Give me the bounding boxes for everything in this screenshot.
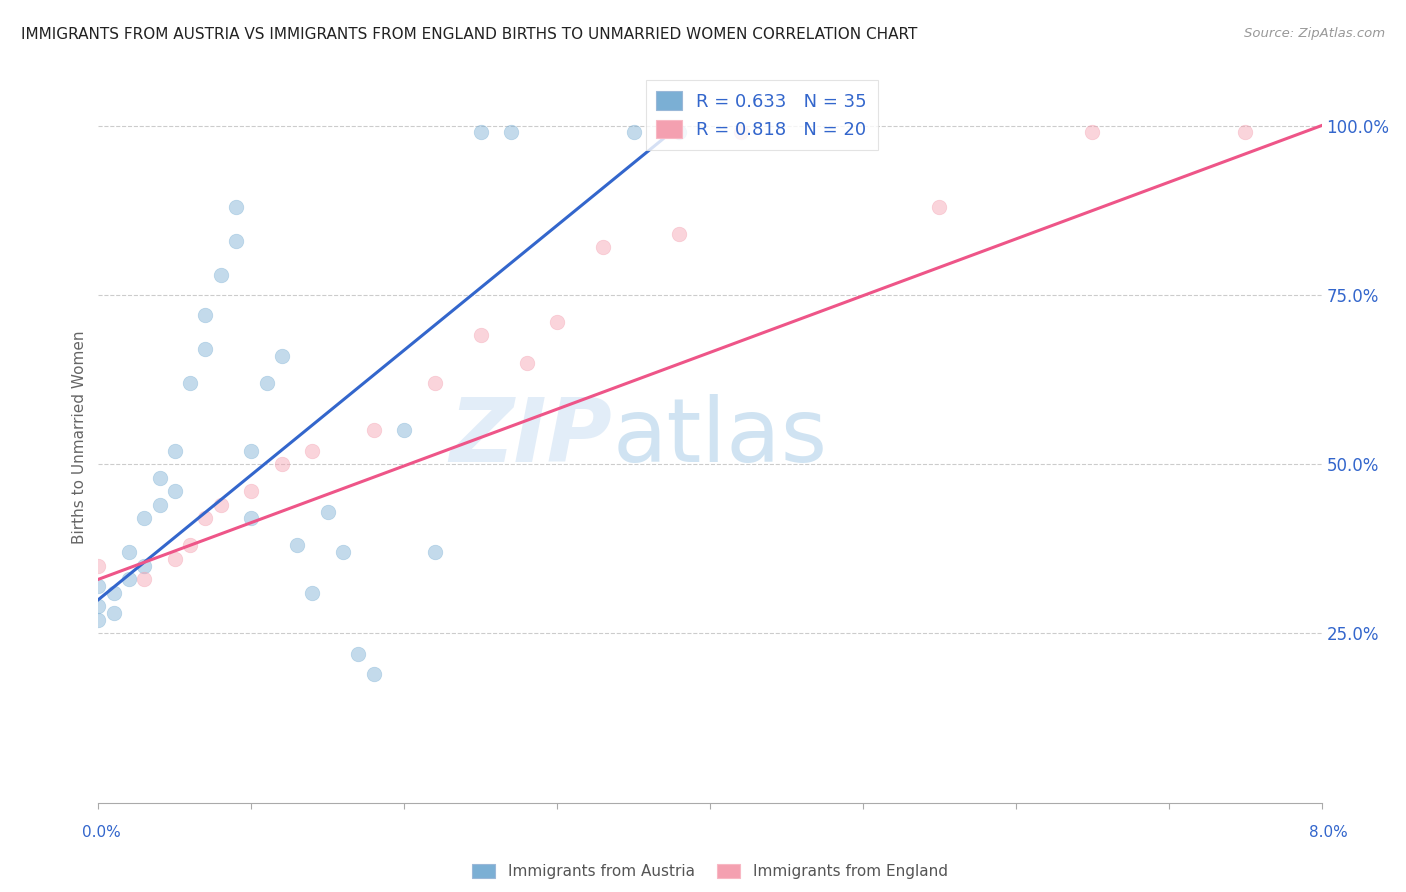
Point — [179, 376, 201, 390]
Point — [149, 471, 172, 485]
Point — [163, 552, 186, 566]
Point — [470, 125, 492, 139]
Text: 0.0%: 0.0% — [82, 825, 121, 840]
Point — [1081, 125, 1104, 139]
Point — [301, 586, 323, 600]
Point — [332, 545, 354, 559]
Point — [87, 558, 110, 573]
Point — [623, 125, 645, 139]
Text: IMMIGRANTS FROM AUSTRIA VS IMMIGRANTS FROM ENGLAND BIRTHS TO UNMARRIED WOMEN COR: IMMIGRANTS FROM AUSTRIA VS IMMIGRANTS FR… — [21, 27, 918, 42]
Point — [516, 355, 538, 369]
Point — [194, 511, 217, 525]
Point — [179, 538, 201, 552]
Point — [118, 545, 141, 559]
Point — [240, 484, 263, 499]
Point — [423, 545, 446, 559]
Point — [363, 423, 385, 437]
Point — [501, 125, 523, 139]
Text: atlas: atlas — [612, 393, 827, 481]
Legend: R = 0.633   N = 35, R = 0.818   N = 20: R = 0.633 N = 35, R = 0.818 N = 20 — [645, 80, 877, 150]
Point — [149, 498, 172, 512]
Point — [103, 606, 125, 620]
Point — [194, 308, 217, 322]
Text: Source: ZipAtlas.com: Source: ZipAtlas.com — [1244, 27, 1385, 40]
Point — [87, 613, 110, 627]
Text: 8.0%: 8.0% — [1309, 825, 1348, 840]
Point — [256, 376, 278, 390]
Point — [240, 511, 263, 525]
Y-axis label: Births to Unmarried Women: Births to Unmarried Women — [72, 330, 87, 544]
Point — [285, 538, 308, 552]
Point — [103, 586, 125, 600]
Point — [363, 667, 385, 681]
Point — [134, 572, 156, 586]
Point — [163, 484, 186, 499]
Point — [134, 511, 156, 525]
Point — [928, 200, 950, 214]
Point — [470, 328, 492, 343]
Point — [194, 342, 217, 356]
Point — [270, 457, 294, 471]
Point — [87, 599, 110, 614]
Point — [316, 505, 339, 519]
Point — [301, 443, 323, 458]
Point — [546, 315, 568, 329]
Point — [209, 268, 232, 282]
Point — [209, 498, 232, 512]
Point — [423, 376, 446, 390]
Point — [87, 579, 110, 593]
Point — [270, 349, 294, 363]
Point — [392, 423, 416, 437]
Point — [118, 572, 141, 586]
Point — [225, 200, 247, 214]
Point — [225, 234, 247, 248]
Text: ZIP: ZIP — [450, 393, 612, 481]
Point — [730, 125, 752, 139]
Point — [163, 443, 186, 458]
Point — [347, 647, 370, 661]
Point — [134, 558, 156, 573]
Point — [668, 125, 690, 139]
Point — [592, 240, 614, 254]
Point — [1234, 125, 1257, 139]
Point — [240, 443, 263, 458]
Point — [668, 227, 690, 241]
